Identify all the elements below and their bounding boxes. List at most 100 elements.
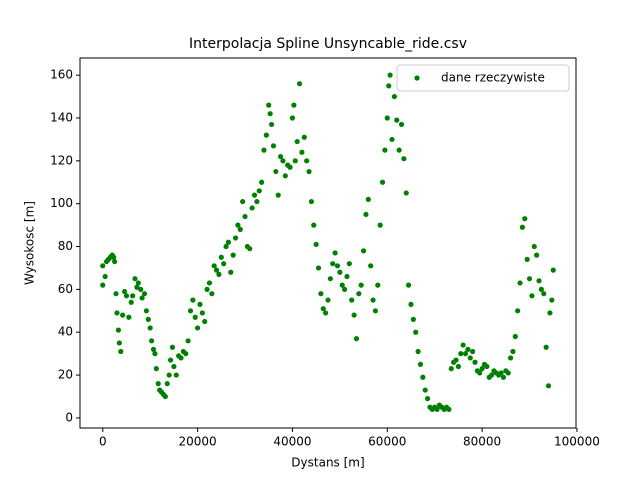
point — [313, 241, 319, 247]
point — [121, 288, 128, 295]
point — [261, 147, 267, 153]
point — [325, 297, 331, 303]
point — [209, 291, 215, 297]
point — [403, 190, 409, 196]
point — [517, 280, 523, 286]
point — [448, 366, 454, 372]
point — [339, 282, 345, 288]
point — [522, 216, 528, 222]
point — [247, 246, 253, 252]
x-axis-label: Dystans [m] — [291, 456, 364, 470]
point — [141, 291, 148, 297]
point — [315, 265, 322, 271]
point — [167, 357, 174, 363]
y-tick-label: 140 — [50, 110, 73, 124]
point — [213, 267, 220, 273]
point — [455, 363, 462, 370]
y-tick-label: 0 — [65, 410, 73, 424]
point — [280, 158, 286, 164]
point — [139, 295, 145, 301]
point — [422, 387, 428, 393]
point — [529, 293, 535, 299]
point — [263, 132, 269, 138]
point — [479, 366, 485, 372]
point — [488, 372, 495, 378]
point — [349, 297, 355, 303]
point — [138, 286, 144, 292]
y-tick-label: 80 — [58, 239, 73, 253]
point — [500, 374, 507, 380]
point — [130, 293, 136, 299]
point — [116, 340, 122, 346]
point — [541, 291, 547, 297]
point — [308, 198, 315, 205]
y-tick-label: 100 — [50, 196, 73, 210]
point — [100, 263, 106, 269]
point — [311, 222, 317, 228]
point — [417, 361, 424, 367]
y-axis-label: Wysokosc [m] — [23, 201, 37, 285]
point — [507, 355, 514, 361]
x-tick-label: 60000 — [368, 435, 406, 449]
point — [363, 211, 369, 217]
point — [155, 381, 161, 387]
point — [467, 355, 473, 361]
point — [183, 351, 189, 357]
point — [391, 93, 397, 100]
point — [266, 102, 272, 108]
point — [275, 192, 281, 198]
x-tick-label: 100000 — [554, 435, 600, 449]
point — [337, 269, 343, 275]
point — [126, 314, 132, 320]
point — [267, 111, 273, 117]
point — [111, 254, 117, 260]
point — [434, 406, 440, 412]
point — [401, 156, 407, 162]
point — [240, 198, 246, 205]
y-tick-label: 60 — [58, 282, 73, 296]
point — [304, 158, 310, 164]
point — [287, 164, 293, 170]
point — [375, 282, 381, 288]
point — [306, 168, 312, 175]
point — [531, 243, 537, 250]
point — [372, 308, 379, 314]
point — [458, 351, 464, 357]
point — [230, 252, 236, 258]
point — [356, 291, 362, 297]
point — [294, 138, 300, 145]
point — [472, 359, 478, 365]
point — [228, 269, 234, 275]
point — [199, 310, 205, 316]
point — [330, 261, 336, 267]
point — [237, 226, 243, 232]
point — [218, 254, 224, 260]
point — [135, 280, 141, 286]
point — [386, 83, 392, 89]
point — [134, 284, 140, 290]
point — [453, 357, 459, 363]
point — [100, 282, 106, 288]
point — [128, 299, 134, 305]
point — [524, 256, 530, 262]
point — [194, 325, 201, 331]
point — [346, 261, 352, 267]
point — [277, 153, 284, 160]
point — [273, 168, 279, 175]
chart-title: Interpolacja Spline Unsyncable_ride.csv — [189, 36, 467, 52]
point — [406, 282, 412, 288]
point — [145, 316, 151, 322]
point — [268, 121, 275, 128]
point — [526, 276, 533, 282]
point — [515, 308, 521, 314]
point — [112, 258, 118, 265]
point — [216, 271, 222, 277]
point — [169, 344, 176, 350]
x-tick-label: 40000 — [273, 435, 311, 449]
y-tick-label: 20 — [58, 368, 73, 382]
point — [187, 308, 194, 314]
point — [370, 297, 376, 303]
point — [413, 329, 419, 335]
point — [211, 263, 217, 269]
